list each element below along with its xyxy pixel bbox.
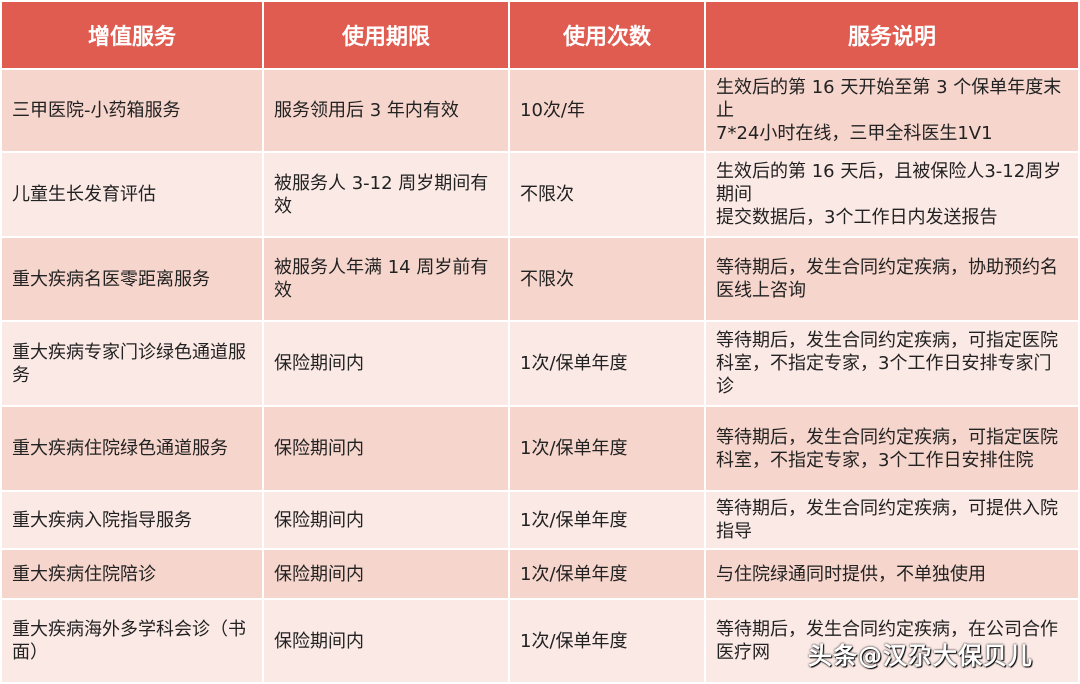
header-service: 增值服务	[0, 0, 264, 70]
service-cell: 重大疾病住院绿色通道服务	[0, 405, 264, 492]
service-cell: 重大疾病海外多学科会诊（书面）	[0, 598, 264, 684]
header-period: 使用期限	[262, 0, 510, 70]
description-cell: 等待期后，发生合同约定疾病，可指定医院科室，不指定专家，3个工作日安排住院	[704, 405, 1080, 492]
service-cell: 重大疾病专家门诊绿色通道服务	[0, 320, 264, 407]
header-row: 增值服务 使用期限 使用次数 服务说明	[0, 0, 1080, 70]
description-line: 等待期后，发生合同约定疾病，在公司合作医疗网	[716, 619, 1058, 663]
table-row: 重大疾病名医零距离服务 被服务人年满 14 周岁前有效 不限次 等待期后，发生合同约定…	[0, 236, 1080, 322]
description-cell: 与住院绿通同时提供，不单独使用	[704, 548, 1080, 600]
period-cell: 保险期间内	[262, 320, 510, 407]
description-cell: 生效后的第 16 天开始至第 3 个保单年度末止 7*24小时在线，三甲全科医生1…	[704, 68, 1080, 153]
description-line: 等待期后，发生合同约定疾病，可提供入院指导	[716, 498, 1058, 542]
table-row: 重大疾病海外多学科会诊（书面） 保险期间内 1次/保单年度 等待期后，发生合同约定疾病…	[0, 598, 1080, 684]
times-cell: 不限次	[508, 151, 706, 238]
description-line: 提交数据后，3个工作日内发送报告	[716, 207, 998, 228]
description-cell: 等待期后，发生合同约定疾病，可提供入院指导	[704, 490, 1080, 550]
description-line: 等待期后，发生合同约定疾病，可指定医院科室，不指定专家，3个工作日安排住院	[716, 426, 1058, 471]
description-line: 等待期后，发生合同约定疾病，协助预约名医线上咨询	[716, 257, 1058, 301]
service-cell: 重大疾病住院陪诊	[0, 548, 264, 600]
service-cell: 三甲医院-小药箱服务	[0, 68, 264, 153]
service-cell: 重大疾病名医零距离服务	[0, 236, 264, 322]
times-cell: 1次/保单年度	[508, 598, 706, 684]
description-line: 7*24小时在线，三甲全科医生1V1	[716, 123, 993, 144]
table-row: 重大疾病入院指导服务 保险期间内 1次/保单年度 等待期后，发生合同约定疾病，可提供入…	[0, 490, 1080, 550]
header-times: 使用次数	[508, 0, 706, 70]
period-cell: 保险期间内	[262, 598, 510, 684]
description-cell: 等待期后，发生合同约定疾病，协助预约名医线上咨询	[704, 236, 1080, 322]
times-cell: 10次/年	[508, 68, 706, 153]
table-row: 重大疾病住院陪诊 保险期间内 1次/保单年度 与住院绿通同时提供，不单独使用	[0, 548, 1080, 600]
description-cell: 生效后的第 16 天后，且被保险人3-12周岁期间 提交数据后，3个工作日内发送报…	[704, 151, 1080, 238]
times-cell: 1次/保单年度	[508, 320, 706, 407]
table-row: 三甲医院-小药箱服务 服务领用后 3 年内有效 10次/年 生效后的第 16 天开始至…	[0, 68, 1080, 153]
times-cell: 1次/保单年度	[508, 405, 706, 492]
description-line: 生效后的第 16 天开始至第 3 个保单年度末止	[716, 77, 1062, 121]
period-cell: 服务领用后 3 年内有效	[262, 68, 510, 153]
description-line: 生效后的第 16 天后，且被保险人3-12周岁期间	[716, 161, 1062, 205]
period-cell: 保险期间内	[262, 490, 510, 550]
service-cell: 重大疾病入院指导服务	[0, 490, 264, 550]
table-row: 重大疾病住院绿色通道服务 保险期间内 1次/保单年度 等待期后，发生合同约定疾病，可指…	[0, 405, 1080, 492]
times-cell: 不限次	[508, 236, 706, 322]
description-line: 等待期后，发生合同约定疾病，可指定医院科室，不指定专家，3个工作日安排专家门诊	[716, 330, 1058, 397]
table-row: 儿童生长发育评估 被服务人 3-12 周岁期间有效 不限次 生效后的第 16 天后，且…	[0, 151, 1080, 238]
table-row: 重大疾病专家门诊绿色通道服务 保险期间内 1次/保单年度 等待期后，发生合同约定疾病，…	[0, 320, 1080, 407]
header-description: 服务说明	[704, 0, 1080, 70]
period-cell: 被服务人年满 14 周岁前有效	[262, 236, 510, 322]
period-cell: 被服务人 3-12 周岁期间有效	[262, 151, 510, 238]
period-cell: 保险期间内	[262, 548, 510, 600]
description-cell: 等待期后，发生合同约定疾病，在公司合作医疗网	[704, 598, 1080, 684]
description-cell: 等待期后，发生合同约定疾病，可指定医院科室，不指定专家，3个工作日安排专家门诊	[704, 320, 1080, 407]
times-cell: 1次/保单年度	[508, 548, 706, 600]
period-cell: 保险期间内	[262, 405, 510, 492]
description-line: 与住院绿通同时提供，不单独使用	[716, 563, 986, 585]
watermark: 头条@汉尕大保贝儿	[808, 642, 1033, 670]
service-cell: 儿童生长发育评估	[0, 151, 264, 238]
times-cell: 1次/保单年度	[508, 490, 706, 550]
